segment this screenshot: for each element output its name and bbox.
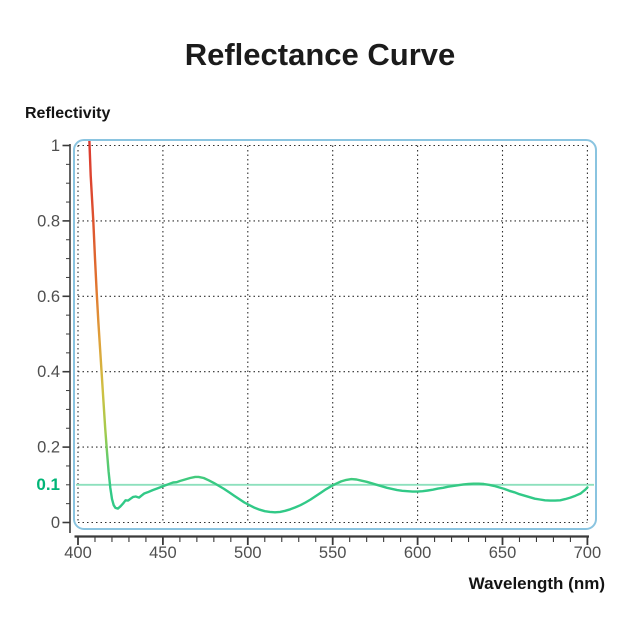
y-tick-label: 0.2	[37, 439, 60, 457]
y-axis-title: Reflectivity	[25, 105, 111, 122]
x-tick-label: 400	[64, 544, 92, 562]
y-tick-label: 0.4	[37, 363, 60, 381]
y-tick-label: 0.6	[37, 288, 60, 306]
reflectance-curve	[87, 141, 589, 514]
chart-title: Reflectance Curve	[184, 37, 456, 72]
x-tick-label: 450	[149, 544, 177, 562]
y-tick-label: 0.8	[37, 212, 60, 230]
x-axis-title: Wavelength (nm)	[468, 574, 605, 593]
reference-value-label: 0.1	[36, 475, 60, 494]
plot-border	[73, 139, 597, 530]
y-tick-label: 1	[51, 137, 60, 155]
gridlines	[77, 144, 588, 524]
x-tick-label: 700	[574, 544, 602, 562]
y-tick-label: 0	[51, 514, 60, 532]
x-tick-label: 600	[404, 544, 432, 562]
x-tick-label: 550	[319, 544, 347, 562]
tick-labels: 400 450 500 550 600 650 700 0 0.2 0.4 0.6 0.8 1	[37, 137, 601, 562]
axis-ticks	[62, 144, 589, 545]
x-tick-label: 650	[489, 544, 517, 562]
x-tick-label: 500	[234, 544, 262, 562]
